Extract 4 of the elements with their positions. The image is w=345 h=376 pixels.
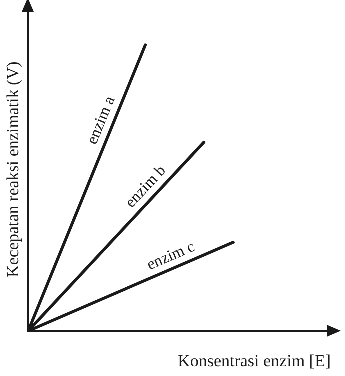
y-axis-title: Kecepatan reaksi enzimatik (V) xyxy=(4,62,23,278)
x-axis-title: Konsentrasi enzim [E] xyxy=(178,351,331,370)
text: enzim c xyxy=(144,238,198,274)
text: enzim a xyxy=(84,94,119,148)
